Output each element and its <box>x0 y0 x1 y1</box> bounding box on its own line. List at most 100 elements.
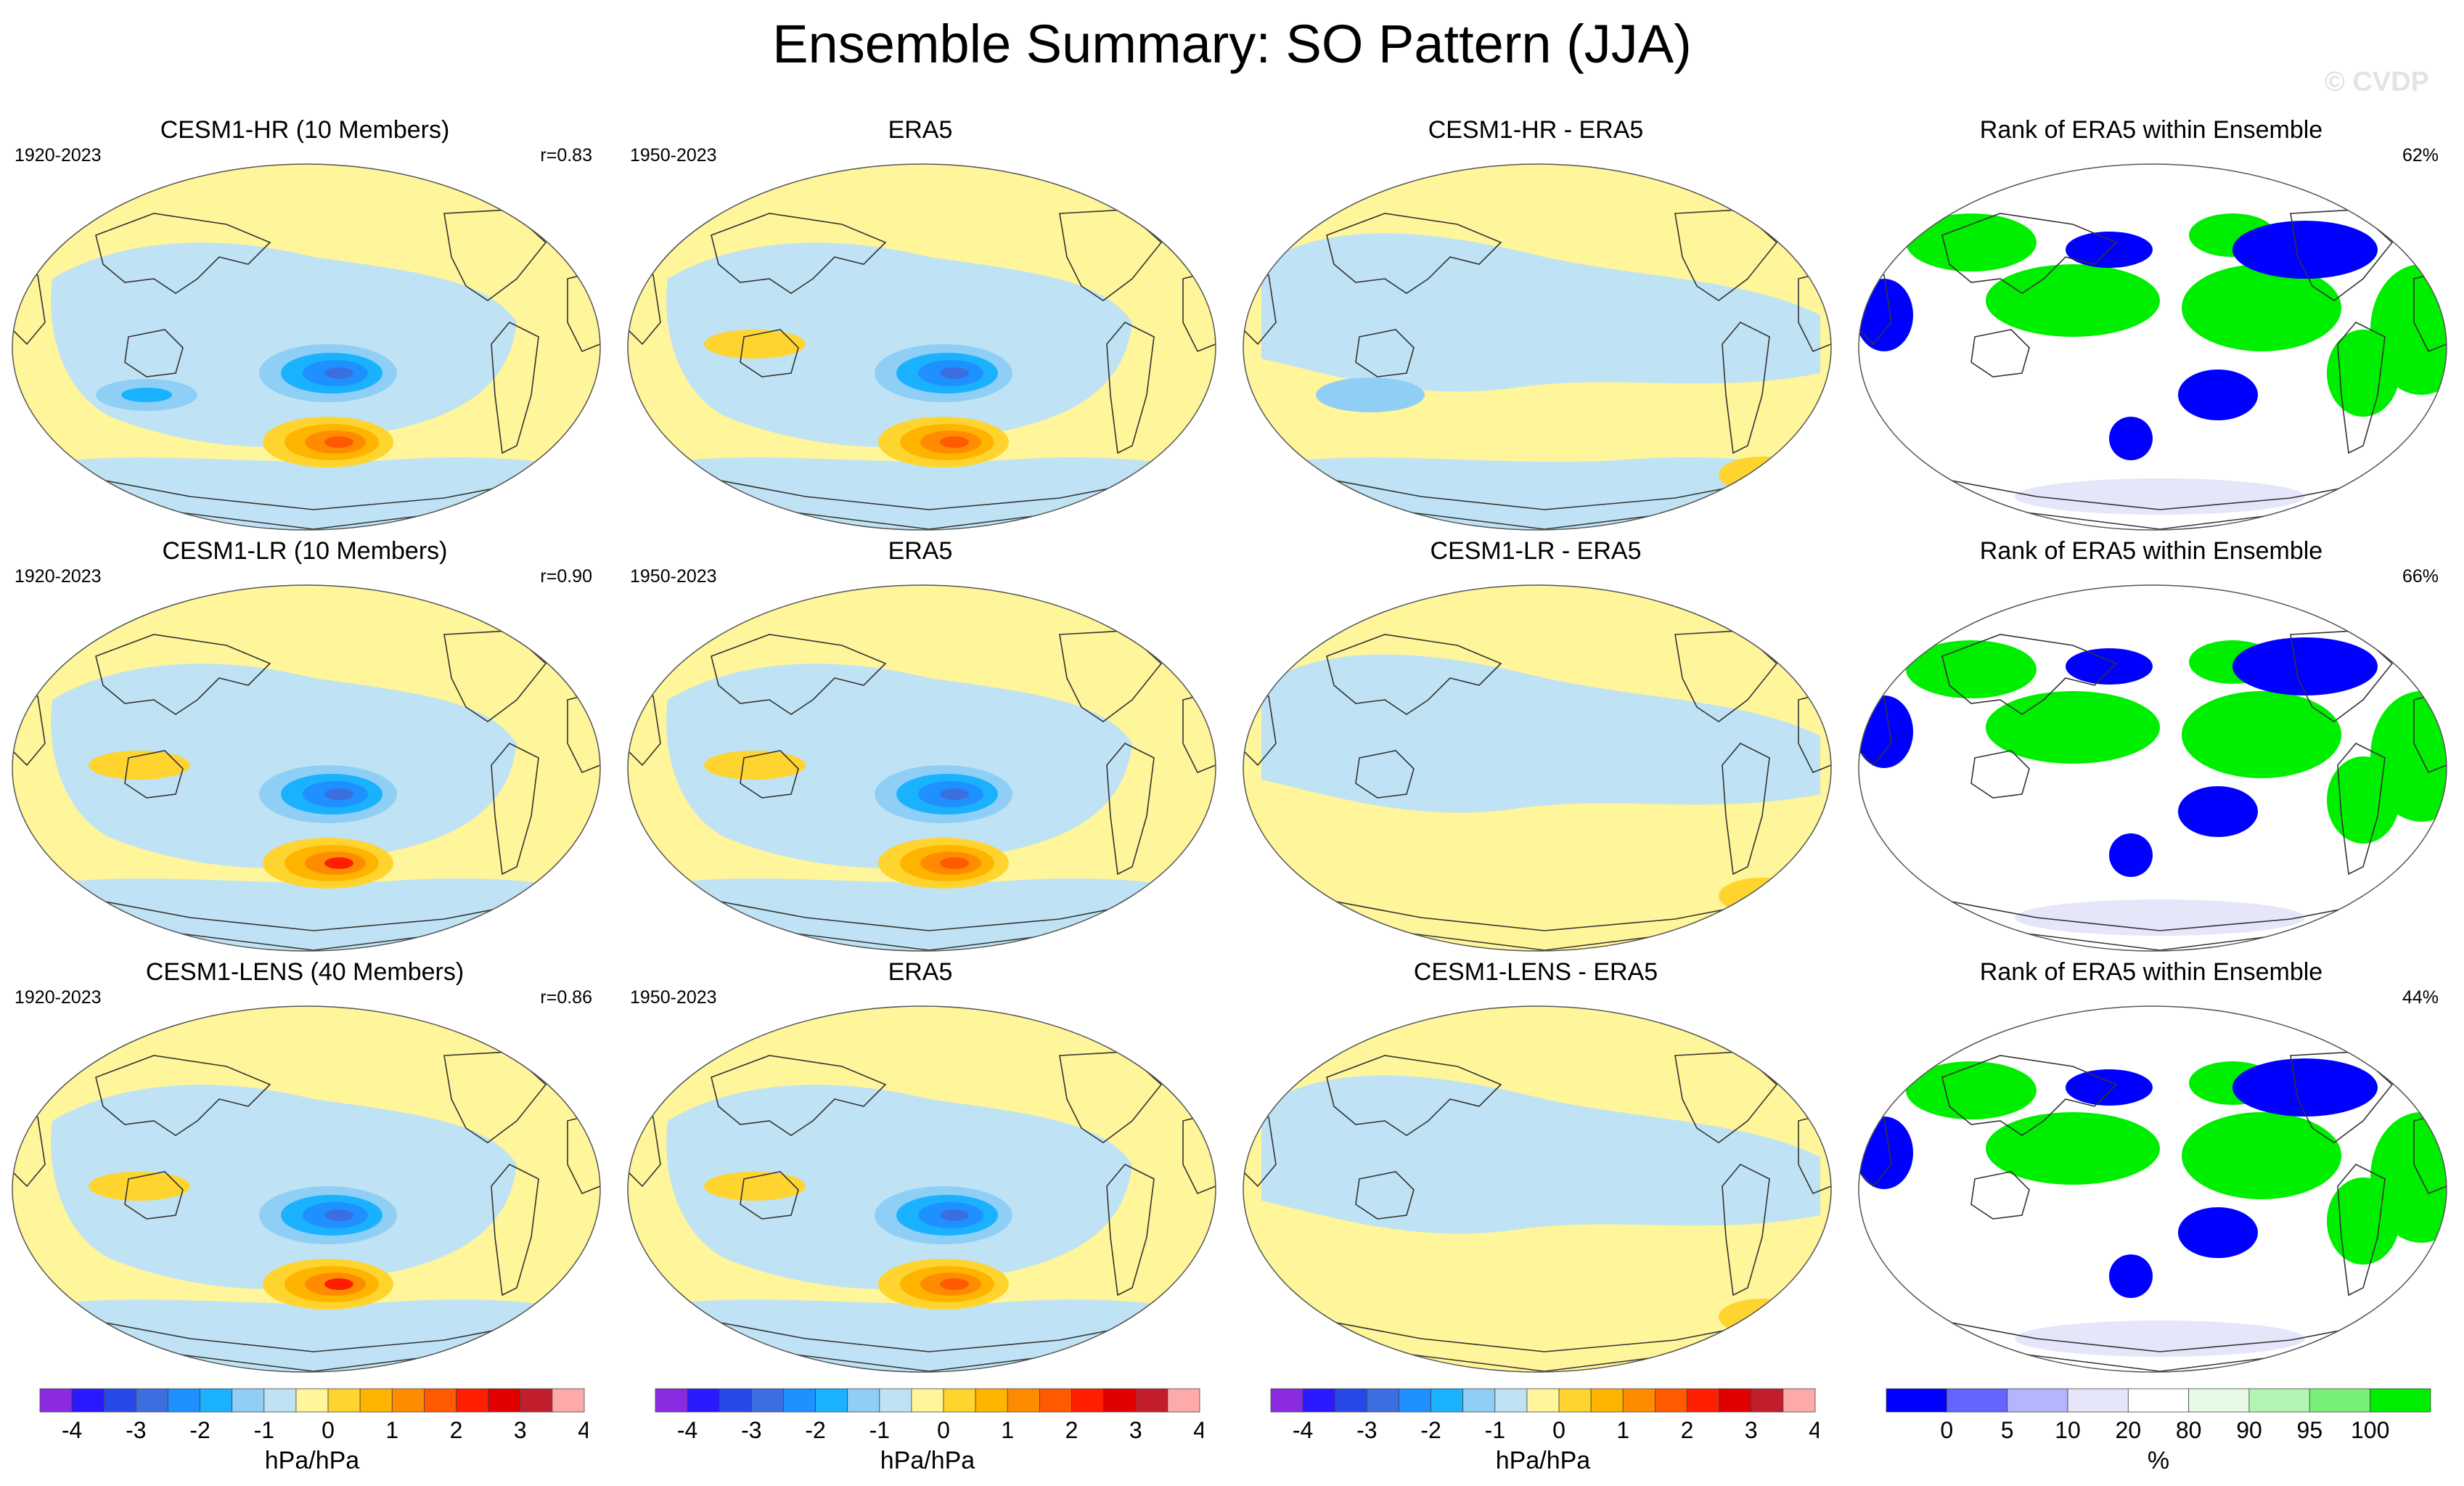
coastline <box>1326 634 1502 715</box>
colorbar-tick-label: -2 <box>189 1417 210 1443</box>
low-contour <box>324 367 353 379</box>
rank-low-region <box>1859 1116 1913 1189</box>
colorbar-swatch <box>2248 1388 2310 1413</box>
coastline <box>1722 322 1770 454</box>
panel-period: 1950-2023 <box>630 145 717 166</box>
colorbar-tick-label: 20 <box>2116 1417 2142 1443</box>
map-diff <box>1243 1005 1832 1373</box>
colorbar-swatch <box>391 1388 425 1413</box>
colorbar-swatch <box>2127 1388 2190 1413</box>
map-panel-diff: CESM1-LR - ERA5 <box>1231 537 1841 958</box>
colorbar-tick-label: -3 <box>1356 1417 1377 1443</box>
rank-low-region <box>1859 695 1913 768</box>
colorbar-units-label: hPa/hPa <box>1495 1447 1591 1474</box>
colorbar-tick-label: -4 <box>62 1417 82 1443</box>
colorbar-swatch <box>232 1388 265 1413</box>
coastline <box>124 1171 184 1220</box>
coastline <box>711 634 887 715</box>
panel-stat: 62% <box>2402 145 2439 166</box>
coastline <box>124 329 184 377</box>
rank-high-region <box>2327 1177 2399 1265</box>
colorbar-tick-label: 2 <box>1681 1417 1694 1443</box>
map-obs <box>627 1005 1216 1373</box>
colorbar-swatch <box>1886 1388 1947 1413</box>
panel-title: ERA5 <box>888 537 953 565</box>
colorbar-swatch <box>1946 1388 2008 1413</box>
coastline <box>1355 329 1415 377</box>
map-obs <box>627 163 1216 531</box>
high-contour <box>704 751 806 780</box>
coastline <box>1722 743 1770 875</box>
colorbar-swatch <box>1782 1388 1816 1413</box>
colorbar-tick-label: 3 <box>1129 1417 1142 1443</box>
negative-region <box>51 664 517 868</box>
colorbar-units-label: hPa/hPa <box>264 1447 360 1474</box>
map-border <box>1858 163 2447 531</box>
high-contour <box>89 751 190 780</box>
colorbar-tick-label: 1 <box>385 1417 398 1443</box>
map-panel-model: CESM1-LENS (40 Members) 1920-2023 r=0.86 <box>0 958 610 1379</box>
coastline <box>740 1171 799 1220</box>
colorbar-swatch <box>943 1388 976 1413</box>
rank-low-region <box>2109 833 2153 877</box>
colorbar-swatch <box>71 1388 105 1413</box>
coastline <box>1326 1055 1502 1136</box>
colorbar-swatch <box>1590 1388 1624 1413</box>
map-border <box>12 1005 601 1373</box>
colorbar-swatch <box>655 1388 688 1413</box>
panel-stat: 66% <box>2402 566 2439 587</box>
negative-region <box>12 457 600 530</box>
map-rank <box>1858 163 2447 531</box>
colorbar-tick-label: 0 <box>1552 1417 1565 1443</box>
colorbar-swatch <box>975 1388 1008 1413</box>
colorbar-swatch <box>1103 1388 1137 1413</box>
rank-low-region <box>2066 648 2153 685</box>
negative-region <box>628 878 1216 951</box>
rank-colorbar: 0 5 10 20 80 90 95 100% <box>1883 1383 2434 1474</box>
rank-high-region <box>1906 640 2037 698</box>
colorbar-tick-label: 2 <box>1065 1417 1078 1443</box>
low-contour <box>940 788 969 800</box>
coastline <box>1970 329 2030 377</box>
rank-high-region <box>2327 330 2399 417</box>
high-contour <box>324 857 353 869</box>
colorbar-swatch <box>1430 1388 1464 1413</box>
negative-region <box>628 457 1216 530</box>
map-border <box>627 584 1216 952</box>
colorbar-tick-label: -2 <box>805 1417 825 1443</box>
colorbar-swatch <box>520 1388 553 1413</box>
map-model <box>12 163 601 531</box>
high-contour <box>704 1172 806 1201</box>
coastline <box>491 743 539 875</box>
pressure-colorbar: -4 -3 -2 -1 0 1 2 3 4 hPa/hPa <box>36 1383 588 1474</box>
colorbar-swatch <box>1039 1388 1072 1413</box>
coastline <box>1355 750 1415 799</box>
high-contour <box>1719 878 1806 914</box>
map-border <box>1858 1005 2447 1373</box>
colorbar-swatch <box>1655 1388 1687 1413</box>
map-diff <box>1243 584 1832 952</box>
map-rank <box>1858 584 2447 952</box>
low-contour <box>324 788 353 800</box>
map-border <box>1243 1005 1832 1373</box>
rank-mid-region <box>2015 899 2305 936</box>
colorbar-swatch <box>879 1388 912 1413</box>
colorbar-tick-label: 10 <box>2055 1417 2081 1443</box>
panel-title: Rank of ERA5 within Ensemble <box>1979 116 2323 144</box>
colorbar-tick-label: 5 <box>2001 1417 2014 1443</box>
coastline <box>1326 213 1502 294</box>
panel-period: 1920-2023 <box>15 566 102 587</box>
colorbar-units-label: % <box>2147 1447 2170 1474</box>
negative-region <box>666 664 1132 868</box>
coastline <box>1970 750 2030 799</box>
panel-period: 1920-2023 <box>15 987 102 1008</box>
panel-stat: r=0.86 <box>540 987 592 1008</box>
high-contour <box>1719 457 1806 493</box>
colorbar-tick-label: -4 <box>1293 1417 1313 1443</box>
high-contour <box>940 1278 969 1290</box>
colorbar-swatch <box>911 1388 944 1413</box>
rank-high-region <box>1906 213 2037 272</box>
high-contour <box>704 330 806 359</box>
map-obs <box>627 584 1216 952</box>
map-model <box>12 584 601 952</box>
